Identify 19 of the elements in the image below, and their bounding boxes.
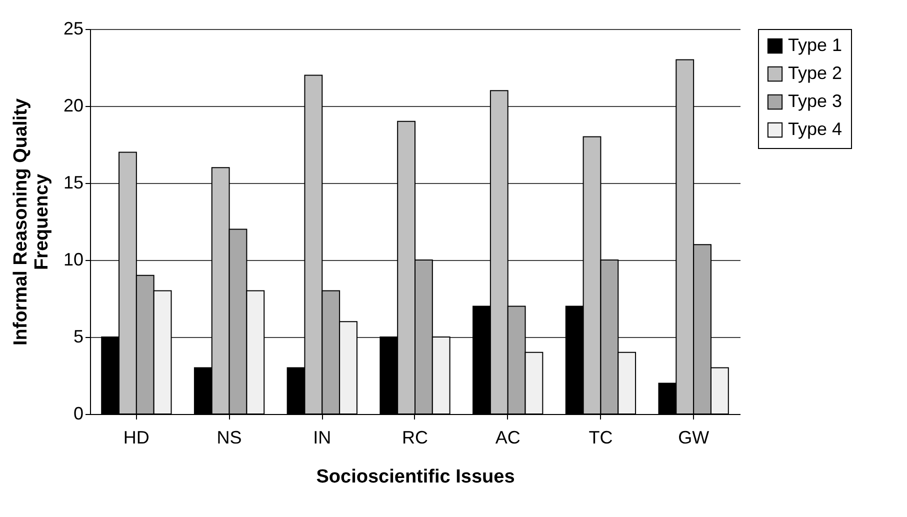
x-tick-label: IN	[313, 428, 332, 448]
y-tick-label: 5	[73, 326, 84, 346]
legend-label: Type 2	[788, 63, 842, 83]
x-axis-title: Socioscientific Issues	[316, 466, 515, 488]
legend-label: Type 4	[788, 119, 842, 139]
x-tick-label: RC	[402, 428, 428, 448]
y-axis-title: Informal Reasoning Quality Frequency	[10, 98, 52, 346]
legend-label: Type 1	[788, 35, 842, 55]
x-tick-label: TC	[588, 428, 613, 448]
y-tick-label: 0	[73, 404, 84, 424]
legend-label: Type 3	[788, 91, 842, 111]
y-tick-label: 10	[63, 250, 84, 270]
x-tick-label: AC	[495, 428, 520, 448]
y-tick-label: 20	[63, 96, 84, 116]
y-tick-label: 25	[63, 18, 84, 38]
x-tick-label: HD	[123, 428, 150, 448]
x-tick-label: GW	[678, 428, 710, 448]
x-tick-label: NS	[216, 428, 242, 448]
y-tick-label: 15	[63, 172, 84, 192]
